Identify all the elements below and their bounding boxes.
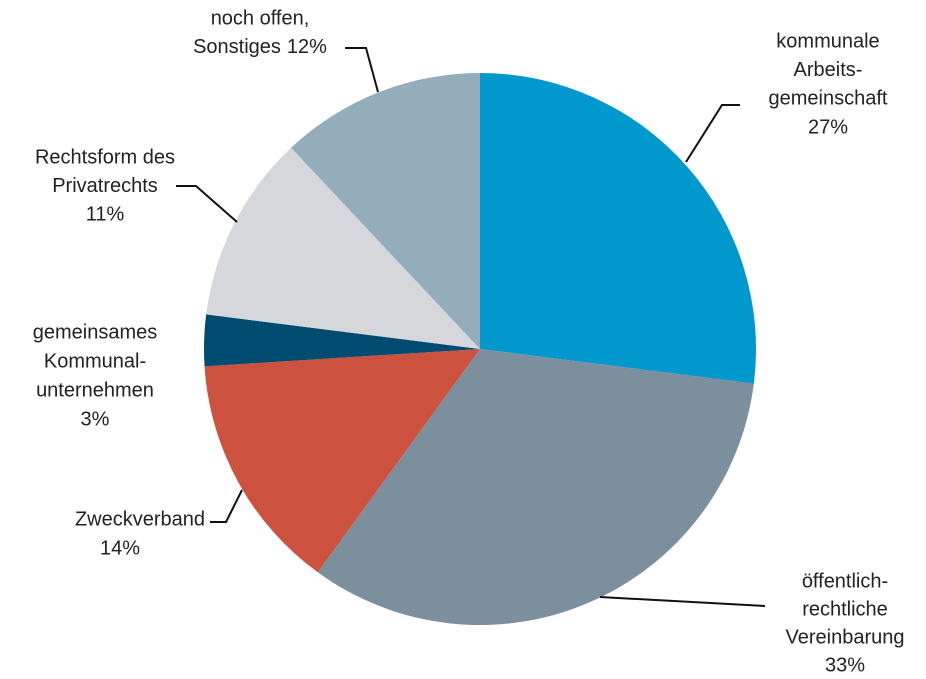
value-label: 11%	[86, 203, 125, 225]
value-label: 14%	[100, 537, 140, 559]
pie-slice	[291, 73, 480, 349]
slice-label: rechtliche	[802, 598, 888, 620]
slice-label: Rechtsform des	[35, 146, 175, 168]
leader-line	[685, 104, 740, 163]
pie-slice	[480, 73, 756, 384]
pie-slice	[204, 314, 481, 367]
slice-label: noch offen,	[211, 7, 310, 29]
slice-label: unternehmen	[36, 379, 154, 401]
value-label: 12%	[287, 36, 327, 58]
leader-line	[345, 47, 379, 93]
slice-label: gemeinsames	[33, 321, 158, 343]
slice-label: kommunale	[776, 30, 879, 52]
value-label: 27%	[808, 116, 848, 138]
leader-line	[176, 185, 238, 223]
leader-line	[599, 596, 766, 607]
pie-slice	[206, 147, 481, 349]
slice-label: öffentlich-	[802, 570, 888, 592]
slice-label: gemeinschaft	[769, 88, 888, 110]
pie-slice	[204, 349, 480, 573]
slice-label: Arbeits-	[794, 59, 863, 81]
category-label: Sonstiges	[193, 36, 281, 58]
value-label: 33%	[825, 654, 865, 676]
value-label: 3%	[81, 408, 110, 430]
slice-label: Zweckverband	[75, 508, 205, 530]
pie-slice	[317, 349, 754, 625]
leader-line	[210, 489, 243, 523]
slice-label: Privatrechts	[52, 175, 158, 197]
slice-label: Sonstiges 12%	[193, 36, 327, 58]
slice-label: Kommunal-	[44, 350, 146, 372]
slice-label: Vereinbarung	[786, 626, 905, 648]
